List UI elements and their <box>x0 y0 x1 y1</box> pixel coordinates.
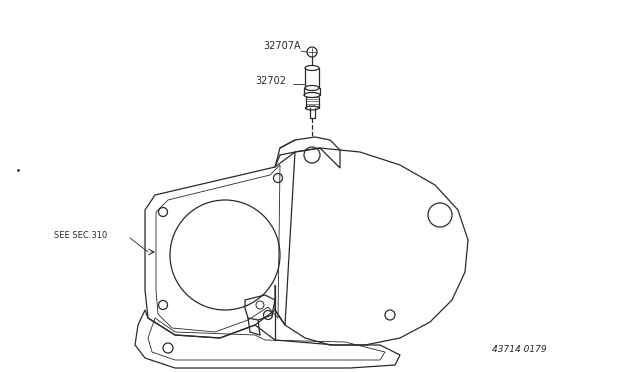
Text: 32702: 32702 <box>255 76 286 86</box>
Text: 43714 0179: 43714 0179 <box>492 345 547 354</box>
Text: 32707A: 32707A <box>263 41 301 51</box>
Text: SEE SEC.310: SEE SEC.310 <box>54 231 108 240</box>
